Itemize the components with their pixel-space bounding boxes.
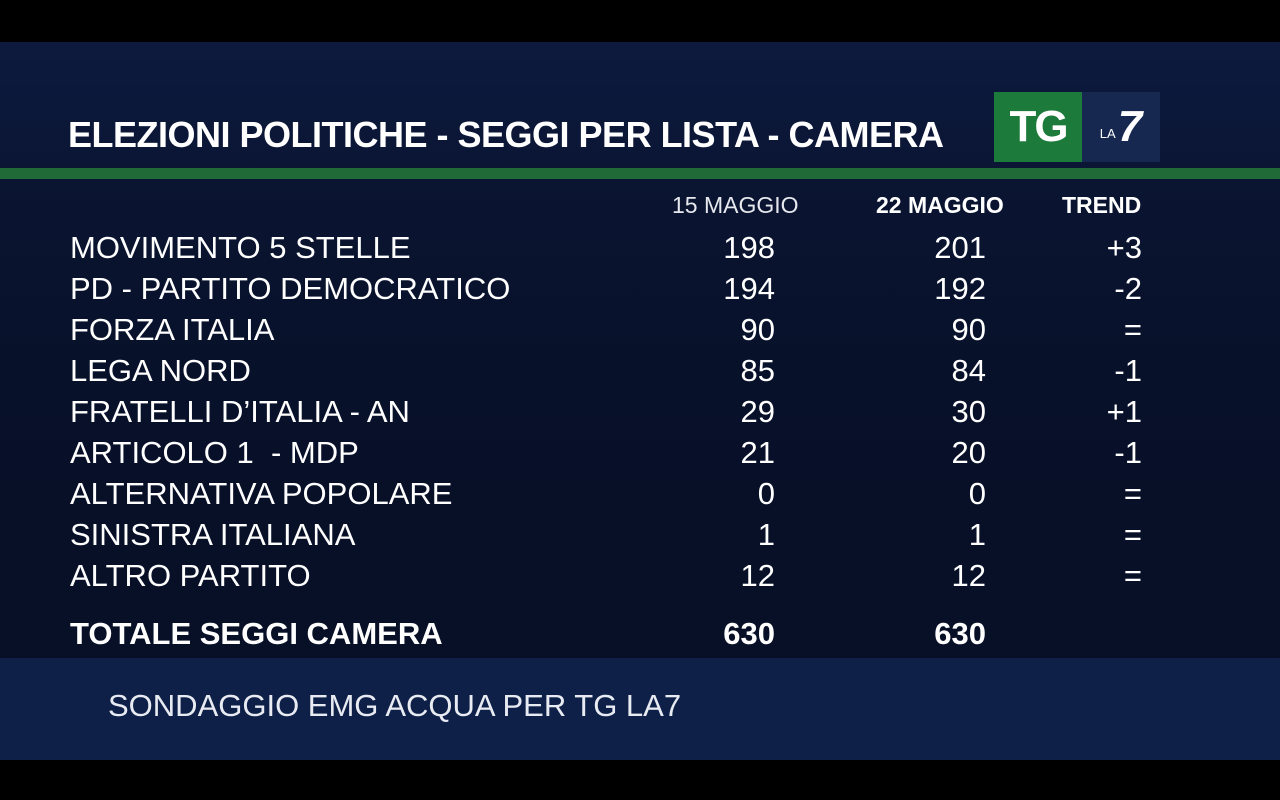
total-label: TOTALE SEGGI CAMERA: [70, 616, 443, 651]
party-name: LEGA NORD: [70, 353, 251, 388]
party-name: MOVIMENTO 5 STELLE: [70, 230, 411, 265]
column-header-trend: TREND: [1062, 192, 1142, 218]
party-name: PD - PARTITO DEMOCRATICO: [70, 271, 511, 306]
table-row: FORZA ITALIA 90 90 =: [0, 312, 1280, 352]
logo-la7: LA 7: [1082, 92, 1160, 162]
trend-value: =: [1123, 517, 1142, 552]
logo-seven: 7: [1117, 102, 1143, 151]
party-name: SINISTRA ITALIANA: [70, 517, 356, 552]
seats-date2: 30: [951, 394, 986, 429]
seats-date1: 12: [740, 558, 775, 593]
seats-date1: 90: [740, 312, 775, 347]
party-name: ARTICOLO 1 - MDP: [70, 435, 359, 470]
seats-date1: 85: [740, 353, 775, 388]
seats-date1: 0: [757, 476, 775, 511]
seats-date2: 0: [968, 476, 986, 511]
party-name: ALTERNATIVA POPOLARE: [70, 476, 453, 511]
column-header-date1: 15 MAGGIO: [672, 192, 799, 218]
table-row: ARTICOLO 1 - MDP 21 20 -1: [0, 435, 1280, 475]
trend-value: -1: [1114, 353, 1142, 388]
table-row: MOVIMENTO 5 STELLE 198 201 +3: [0, 230, 1280, 270]
seats-date2: 1: [968, 517, 986, 552]
table-row: PD - PARTITO DEMOCRATICO 194 192 -2: [0, 271, 1280, 311]
source-caption: SONDAGGIO EMG ACQUA PER TG LA7: [108, 688, 682, 723]
seats-date1: 21: [740, 435, 775, 470]
trend-value: +1: [1106, 394, 1142, 429]
table-row: FRATELLI D’ITALIA - AN 29 30 +1: [0, 394, 1280, 434]
table-row: LEGA NORD 85 84 -1: [0, 353, 1280, 393]
seats-date1: 198: [723, 230, 775, 265]
party-name: FORZA ITALIA: [70, 312, 275, 347]
tg-la7-logo: TG LA 7: [994, 92, 1160, 162]
table-row: ALTERNATIVA POPOLARE 0 0 =: [0, 476, 1280, 516]
trend-value: -1: [1114, 435, 1142, 470]
seats-date2: 201: [934, 230, 986, 265]
divider-line: [0, 168, 1280, 179]
total-date2: 630: [934, 616, 986, 651]
seats-date1: 194: [723, 271, 775, 306]
seats-date2: 84: [951, 353, 986, 388]
logo-la: LA: [1099, 125, 1116, 141]
logo-tg: TG: [994, 92, 1082, 162]
seats-date2: 12: [951, 558, 986, 593]
seats-date1: 1: [757, 517, 775, 552]
party-name: FRATELLI D’ITALIA - AN: [70, 394, 410, 429]
table-row: SINISTRA ITALIANA 1 1 =: [0, 517, 1280, 557]
seats-date2: 192: [934, 271, 986, 306]
title-band: ELEZIONI POLITICHE - SEGGI PER LISTA - C…: [0, 42, 1280, 170]
column-header-date2: 22 MAGGIO: [876, 192, 1004, 218]
seats-date2: 20: [951, 435, 986, 470]
broadcast-graphic: ELEZIONI POLITICHE - SEGGI PER LISTA - C…: [0, 42, 1280, 760]
party-name: ALTRO PARTITO: [70, 558, 311, 593]
trend-value: =: [1123, 558, 1142, 593]
seats-date2: 90: [951, 312, 986, 347]
table-row: ALTRO PARTITO 12 12 =: [0, 558, 1280, 598]
trend-value: =: [1123, 312, 1142, 347]
source-band: SONDAGGIO EMG ACQUA PER TG LA7: [0, 658, 1280, 760]
trend-value: -2: [1114, 271, 1142, 306]
page-title: ELEZIONI POLITICHE - SEGGI PER LISTA - C…: [68, 114, 944, 155]
trend-value: =: [1123, 476, 1142, 511]
total-date1: 630: [723, 616, 775, 651]
trend-value: +3: [1106, 230, 1142, 265]
seats-date1: 29: [740, 394, 775, 429]
